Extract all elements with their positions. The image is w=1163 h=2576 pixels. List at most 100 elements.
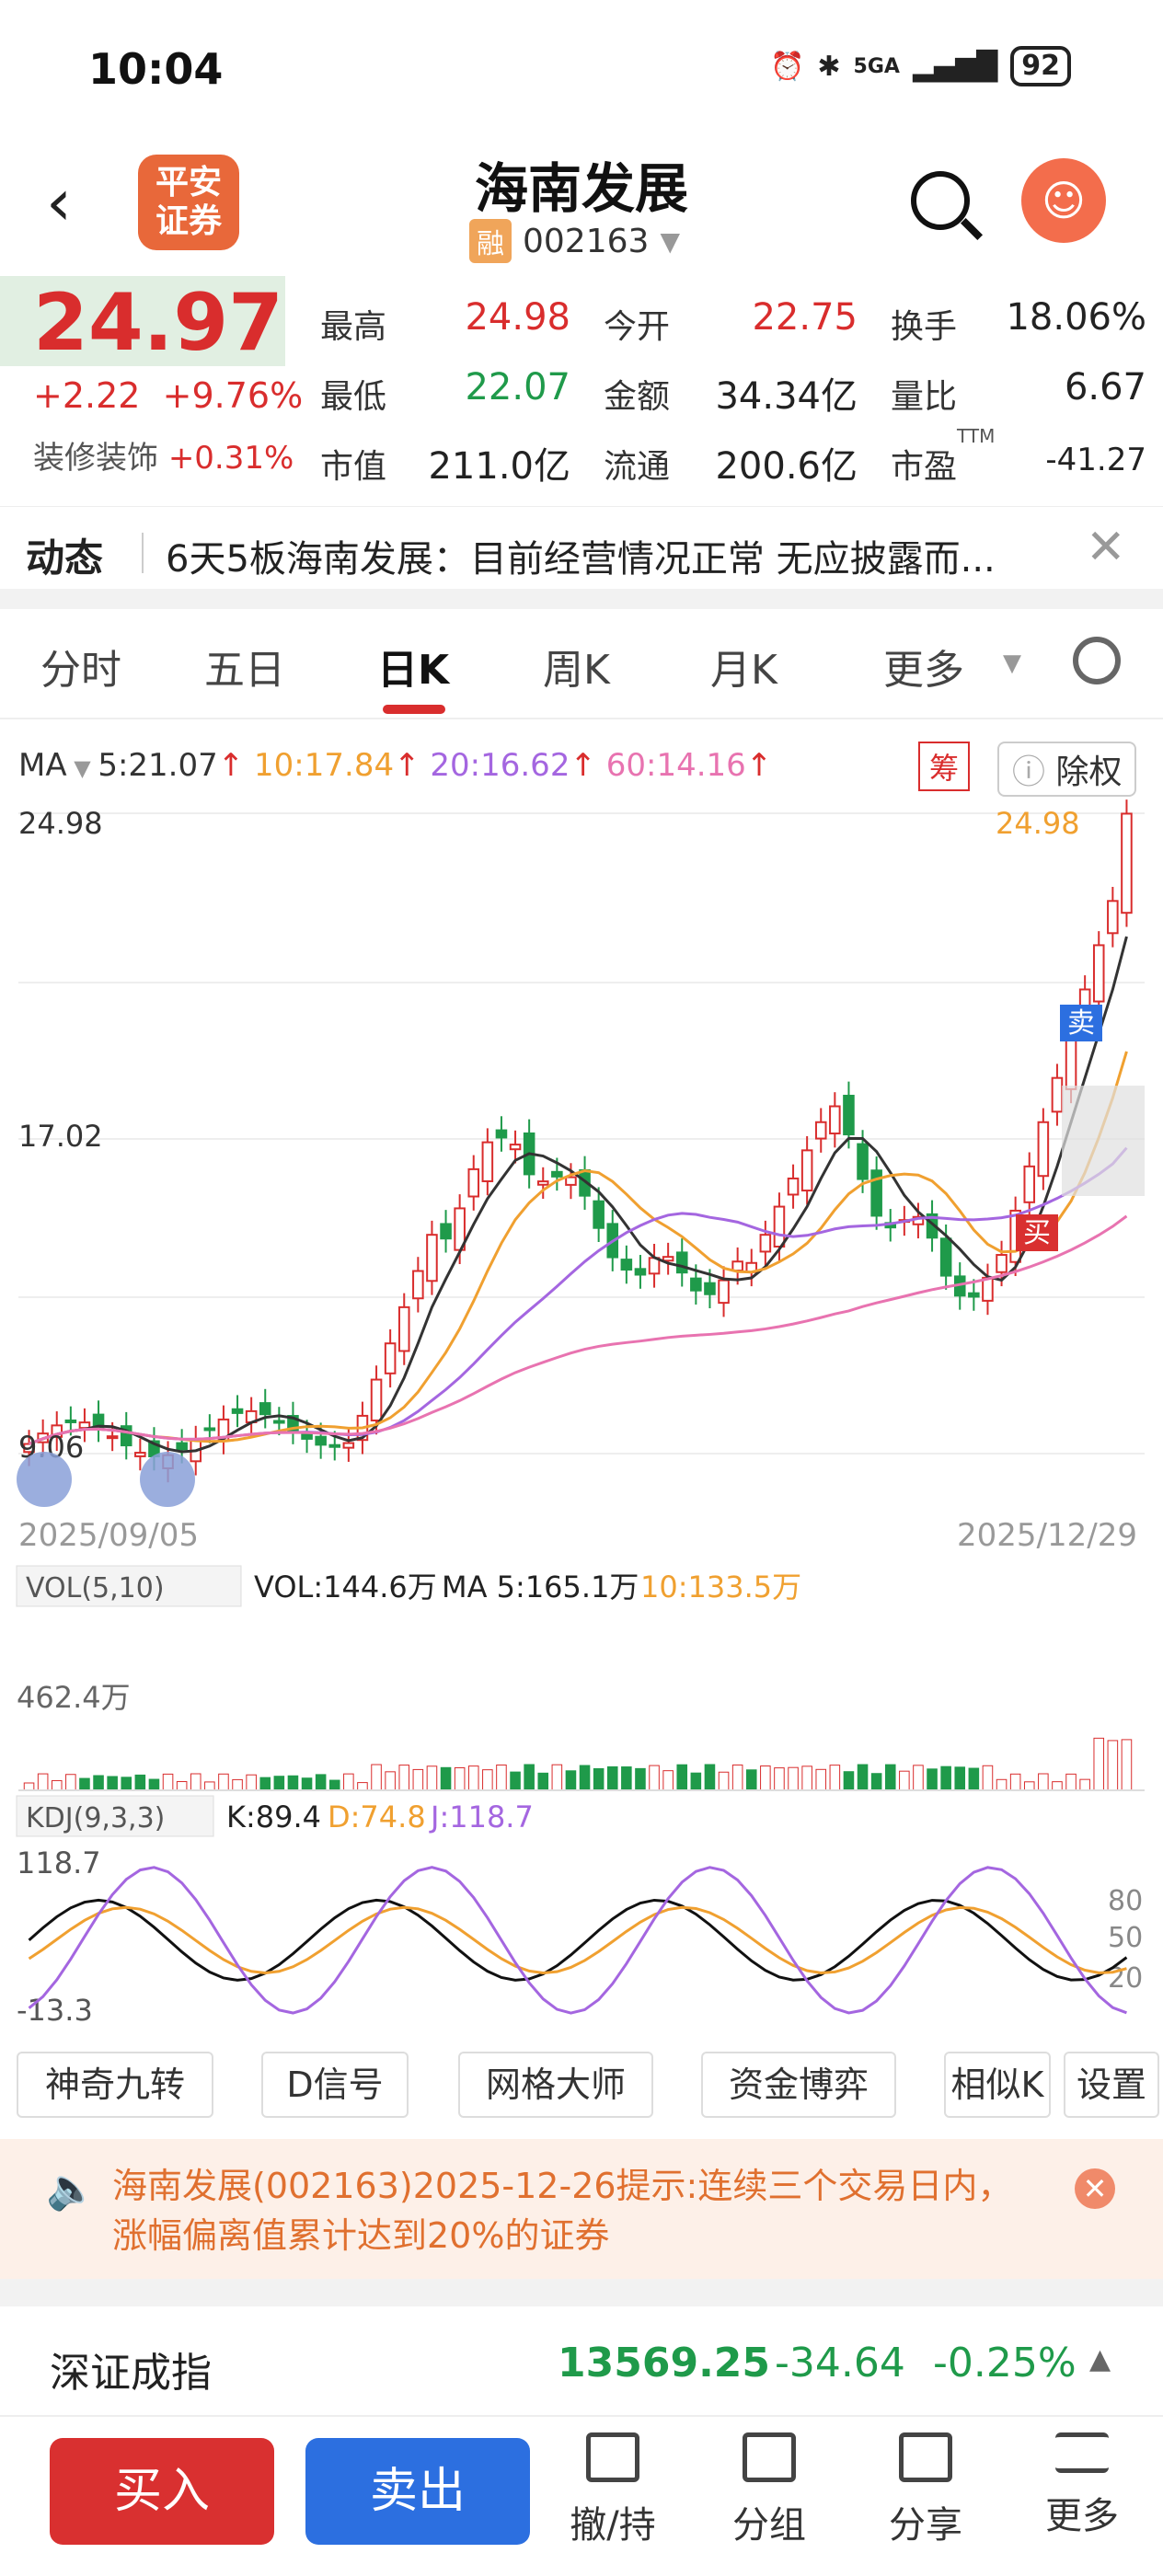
tab-five-day[interactable]: 五日: [204, 647, 285, 694]
more-button[interactable]: 更多: [1027, 2432, 1137, 2539]
volume-bar: [315, 1774, 327, 1791]
close-icon[interactable]: ✕: [1086, 520, 1126, 575]
share-button[interactable]: 分享: [870, 2432, 981, 2548]
kdj-label: KDJ(9,3,3): [26, 1802, 165, 1834]
folder-icon: [743, 2432, 796, 2482]
kdj-selector[interactable]: [16, 1795, 214, 1837]
candle: [1092, 944, 1105, 1003]
ex-rights-button[interactable]: ⓘ 除权: [997, 742, 1137, 797]
info-icon: ⓘ: [1012, 753, 1056, 791]
tool-settings[interactable]: 设置: [1064, 2052, 1159, 2118]
close-icon[interactable]: ✕: [1075, 2168, 1115, 2209]
candle: [370, 1378, 383, 1421]
vol-value: VOL:144.6万: [254, 1570, 437, 1604]
index-ticker[interactable]: 深证成指 13569.25 -34.64 -0.25% ▲: [0, 2306, 1163, 2417]
candle: [509, 1144, 522, 1151]
candle: [1065, 1032, 1077, 1090]
tool-d-signal[interactable]: D信号: [261, 2052, 409, 2118]
candle: [120, 1425, 132, 1447]
volume-bar: [982, 1765, 994, 1791]
search-icon[interactable]: [911, 171, 970, 230]
candle: [857, 1143, 869, 1180]
start-date: 2025/09/05: [18, 1517, 199, 1554]
bottom-toolbar: 买入 卖出 撤/持 分组 分享 更多: [0, 2429, 1163, 2576]
kdj-level-80: 80: [1108, 1885, 1143, 1917]
fullscreen-icon[interactable]: [140, 1452, 195, 1507]
buy-button[interactable]: 买入: [50, 2438, 274, 2545]
sell-signal-tag[interactable]: [1060, 1005, 1102, 1041]
tab-more[interactable]: 更多: [883, 647, 964, 694]
news-bar[interactable]: 动态 6天5板海南发展：目前经营情况正常 无应披露而... ✕: [0, 506, 1163, 594]
volume-bar: [662, 1770, 674, 1791]
volume-bar: [371, 1764, 382, 1791]
kdj-level-50: 50: [1108, 1922, 1143, 1954]
volume-bar: [690, 1772, 702, 1791]
back-arrow-icon[interactable]: ‹: [46, 165, 72, 240]
risk-notice[interactable]: 🔈 海南发展(002163)2025-12-26提示:连续三个交易日内，涨幅偏离…: [0, 2139, 1163, 2279]
ma-legend[interactable]: MA ▼ 5:21.07↑ 10:17.84↑ 20:16.62↑ 60:14.…: [18, 747, 772, 784]
tool-capital-game[interactable]: 资金博弈: [701, 2052, 896, 2118]
chart-area[interactable]: 24.98 17.02 9.06 24.98 卖 买 2025/09/05 20…: [0, 791, 1163, 2042]
buy-signal-tag[interactable]: [1016, 1214, 1058, 1251]
volume-bar: [287, 1775, 299, 1791]
kline-frame: [18, 812, 1145, 1455]
stat-value: 34.34亿: [715, 375, 858, 418]
candle: [1037, 1121, 1050, 1178]
ma20-value: 20:16.62: [430, 747, 570, 784]
tab-weekly-k[interactable]: 周K: [543, 647, 610, 694]
news-text[interactable]: 6天5板海南发展：目前经营情况正常 无应披露而...: [166, 538, 996, 581]
sell-button[interactable]: 卖出: [305, 2438, 530, 2545]
kdj-max: 118.7: [17, 1846, 101, 1880]
margin-tag: 融: [469, 219, 512, 263]
volume-bar: [343, 1773, 354, 1791]
candle: [939, 1237, 952, 1277]
candle: [23, 1443, 35, 1454]
gear-icon[interactable]: [1073, 637, 1121, 684]
assistant-avatar-icon[interactable]: ☺: [1021, 158, 1106, 243]
volume-bar: [551, 1764, 563, 1791]
up-arrow-icon: ↑: [745, 747, 773, 784]
candle: [787, 1177, 800, 1196]
cancel-hold-button[interactable]: 撤/持: [558, 2432, 668, 2548]
tab-monthly-k[interactable]: 月K: [710, 647, 777, 694]
volume-bar: [440, 1766, 452, 1791]
vol-selector[interactable]: [16, 1565, 242, 1607]
chevron-down-icon: ▼: [1003, 650, 1021, 677]
tab-daily-k[interactable]: 日K: [377, 647, 450, 694]
sector-info[interactable]: 装修装饰 +0.31%: [33, 432, 294, 477]
chevron-down-icon: ▼: [660, 225, 680, 257]
sector-pct: +0.31%: [167, 440, 294, 477]
ma-label: MA: [18, 747, 67, 784]
notice-text: 海南发展(002163)2025-12-26提示:连续三个交易日内，涨幅偏离值累…: [112, 2166, 1013, 2256]
candle: [384, 1342, 397, 1374]
section-gap: [0, 2279, 1163, 2306]
volume-bar: [121, 1777, 132, 1791]
candle: [843, 1094, 855, 1136]
group-button[interactable]: 分组: [714, 2432, 824, 2548]
vol-label: VOL(5,10): [26, 1572, 165, 1604]
stock-code-row[interactable]: 融 002163 ▼: [469, 219, 680, 263]
price-box: [0, 276, 285, 366]
candle: [51, 1424, 63, 1438]
chevron-up-icon[interactable]: ▲: [1089, 2343, 1111, 2375]
kdj-k: K:89.4: [226, 1800, 321, 1834]
candle: [176, 1442, 188, 1451]
broker-logo[interactable]: 平安证券: [138, 155, 239, 250]
volume-bar: [537, 1772, 549, 1791]
candle: [106, 1435, 119, 1440]
chip-distribution-button[interactable]: 筹: [918, 742, 971, 791]
tab-intraday[interactable]: 分时: [40, 647, 121, 694]
up-arrow-icon: ↑: [217, 747, 255, 784]
candle: [731, 1260, 743, 1272]
tool-similar-k[interactable]: 相似K: [944, 2052, 1051, 2118]
share-icon: [899, 2432, 952, 2482]
candle: [982, 1276, 994, 1302]
volume-bar: [913, 1765, 924, 1791]
volume-bar: [23, 1782, 35, 1791]
expand-left-icon[interactable]: [17, 1452, 72, 1507]
stat-value: 22.75: [752, 296, 858, 339]
volume-bar: [328, 1779, 340, 1791]
tool-magic-nine[interactable]: 神奇九转: [17, 2052, 213, 2118]
tool-grid-master[interactable]: 网格大师: [458, 2052, 653, 2118]
